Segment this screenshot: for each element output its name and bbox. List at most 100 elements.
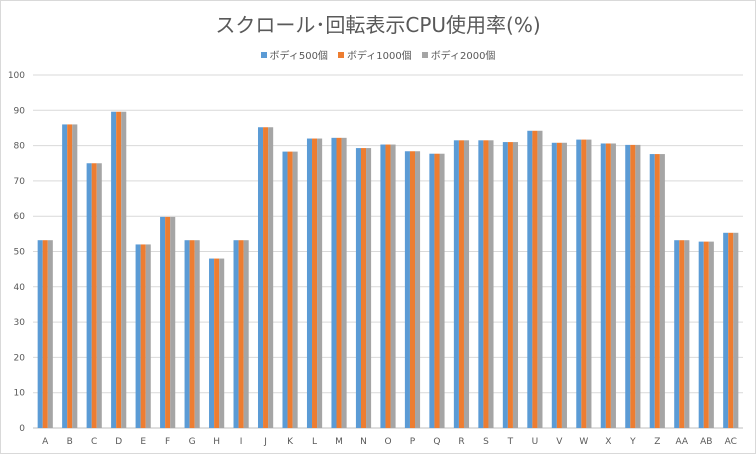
bar-Q-series-3: [439, 153, 445, 428]
bar-M-series-1: [331, 137, 337, 429]
x-tick-label-M: M: [335, 437, 343, 447]
bar-H-series-3: [219, 258, 225, 428]
bar-R-series-2: [458, 140, 464, 428]
y-tick-label-60: 60: [14, 212, 26, 222]
y-tick-label-70: 70: [14, 177, 26, 187]
legend-item-series-2: ボディ1000個: [337, 47, 412, 62]
bar-V-series-2: [556, 142, 562, 428]
bar-N-series-3: [366, 148, 372, 429]
bar-T-series-2: [507, 142, 513, 428]
x-tick-label-Y: Y: [629, 437, 636, 447]
x-tick-label-V: V: [556, 437, 563, 447]
bar-Y-series-2: [630, 144, 636, 429]
bar-AA-series-2: [679, 240, 685, 428]
bar-F-series-2: [165, 216, 171, 428]
x-tick-label-Q: Q: [433, 437, 440, 447]
x-tick-label-AC: AC: [725, 437, 737, 447]
bar-L-series-2: [312, 138, 318, 429]
bar-Y-series-3: [635, 144, 641, 429]
bar-V-series-3: [561, 142, 567, 428]
bar-D-series-1: [111, 111, 117, 428]
legend-item-series-3: ボディ2000個: [421, 47, 495, 62]
bar-AB-series-1: [698, 241, 704, 428]
legend-swatch-series-3: [421, 51, 428, 58]
bar-AB-series-2: [703, 241, 709, 428]
bar-S-series-2: [483, 140, 489, 428]
x-tick-label-L: L: [312, 437, 317, 447]
bar-O-series-1: [380, 144, 386, 428]
bar-S-series-1: [478, 140, 484, 428]
bar-W-series-2: [581, 139, 587, 428]
chart-title: スクロール･回転表示CPU使用率(%): [215, 13, 541, 37]
legend-swatch-series-2: [337, 51, 344, 58]
bar-B-series-3: [72, 124, 78, 429]
x-tick-label-R: R: [458, 437, 464, 447]
x-tick-label-Z: Z: [654, 437, 660, 447]
bar-I-series-1: [233, 240, 239, 428]
x-tick-label-E: E: [140, 437, 146, 447]
x-tick-label-U: U: [532, 437, 539, 447]
bar-D-series-3: [121, 111, 127, 428]
bar-P-series-2: [409, 151, 416, 429]
bar-T-series-3: [512, 142, 519, 428]
bar-V-series-1: [551, 142, 557, 428]
bar-G-series-3: [194, 240, 200, 428]
y-tick-label-40: 40: [14, 283, 26, 293]
bar-AC-series-3: [733, 232, 739, 428]
x-tick-label-G: G: [189, 437, 196, 447]
bar-N-series-2: [360, 148, 367, 429]
bar-X-series-2: [605, 143, 611, 428]
bar-I-series-3: [243, 240, 249, 428]
x-tick-label-F: F: [165, 437, 170, 447]
x-tick-label-H: H: [213, 437, 220, 447]
bar-X-series-1: [600, 143, 606, 428]
bar-G-series-1: [184, 240, 190, 428]
bar-Q-series-2: [434, 153, 440, 428]
bar-Q-series-1: [429, 153, 435, 428]
x-tick-label-S: S: [483, 437, 489, 447]
bar-R-series-1: [453, 140, 459, 428]
bar-K-series-1: [282, 151, 288, 428]
bar-Z-series-2: [654, 154, 660, 428]
legend-swatch-series-1: [260, 51, 267, 58]
x-tick-label-W: W: [579, 437, 588, 447]
bar-C-series-2: [91, 163, 97, 428]
bar-A-series-2: [42, 240, 48, 428]
y-tick-label-0: 0: [19, 424, 25, 434]
bar-A-series-3: [47, 240, 53, 428]
bar-S-series-3: [488, 140, 494, 428]
bar-D-series-2: [116, 111, 122, 428]
legend: ボディ500個 ボディ1000個 ボディ2000個: [1, 47, 755, 62]
bar-J-series-1: [257, 127, 264, 428]
bar-P-series-1: [404, 151, 410, 429]
bar-N-series-1: [355, 148, 361, 429]
x-tick-label-C: C: [91, 437, 97, 447]
x-tick-label-J: J: [263, 437, 267, 447]
x-tick-label-I: I: [240, 437, 243, 447]
bar-U-series-2: [532, 130, 538, 429]
legend-item-series-1: ボディ500個: [260, 47, 328, 62]
y-tick-label-50: 50: [14, 248, 26, 258]
bar-W-series-1: [576, 139, 582, 428]
bar-F-series-3: [170, 216, 176, 428]
bar-O-series-2: [385, 144, 391, 428]
x-tick-label-A: A: [42, 437, 49, 447]
bar-M-series-3: [341, 137, 347, 429]
bar-Y-series-1: [625, 144, 631, 429]
y-tick-label-30: 30: [14, 318, 26, 328]
y-tick-label-80: 80: [14, 142, 26, 152]
bar-AC-series-2: [728, 232, 734, 428]
bar-K-series-3: [292, 151, 298, 428]
y-tick-label-20: 20: [14, 353, 26, 363]
bar-AC-series-1: [723, 232, 729, 428]
y-tick-label-90: 90: [14, 106, 26, 116]
bar-A-series-1: [37, 240, 43, 428]
x-tick-label-AA: AA: [676, 437, 689, 447]
bar-C-series-1: [86, 163, 92, 428]
bar-I-series-2: [238, 240, 244, 428]
legend-label-series-1: ボディ500個: [269, 51, 328, 62]
bar-T-series-1: [502, 142, 508, 428]
legend-label-series-2: ボディ1000個: [346, 51, 412, 62]
bar-Z-series-1: [649, 154, 655, 428]
bar-R-series-3: [463, 140, 470, 428]
